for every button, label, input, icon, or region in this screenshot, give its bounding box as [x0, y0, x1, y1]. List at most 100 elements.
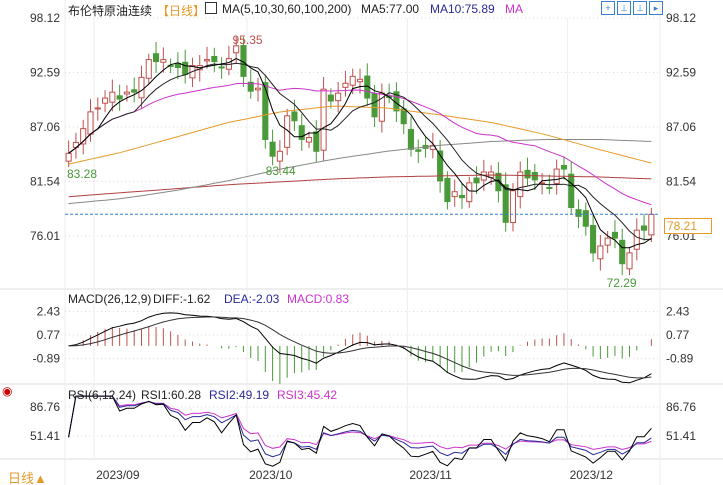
candle-body	[633, 229, 640, 250]
candle-body	[247, 81, 254, 92]
candle-body	[327, 94, 334, 102]
x-tick: 2023/12	[570, 468, 614, 482]
candle-body	[298, 125, 305, 140]
candle-body	[211, 55, 218, 63]
candle-body	[349, 75, 356, 86]
candle-body	[269, 141, 276, 157]
candle-body	[502, 184, 509, 223]
candle-body	[335, 92, 342, 102]
zoom-in-icon[interactable]: ⊥	[617, 1, 631, 15]
y-tick-left: 92.59	[30, 66, 60, 80]
candle-body	[65, 152, 72, 162]
ma-more: MA	[505, 2, 523, 16]
y-tick-right: 81.54	[666, 174, 696, 188]
candle-body	[102, 97, 109, 104]
rsi-tick-right: 86.76	[666, 400, 696, 414]
candle-body	[87, 111, 94, 135]
candle-body	[80, 128, 87, 145]
candle-body	[262, 82, 269, 140]
candle-body	[371, 93, 378, 118]
candle-body	[94, 107, 101, 110]
macd-tick-left: 0.77	[37, 328, 61, 342]
rsi3-value: RSI3:45.42	[277, 388, 338, 402]
x-tick: 2023/11	[409, 468, 452, 482]
ma5-line	[68, 58, 652, 249]
y-tick-left: 98.12	[30, 11, 60, 25]
rsi-tick-left: 51.41	[30, 429, 60, 443]
candle-body	[284, 115, 291, 148]
ma-settings-icon[interactable]	[205, 2, 217, 14]
rsi-tick-left: 86.76	[30, 400, 60, 414]
scroll-right-icon[interactable]: ▸	[649, 1, 663, 15]
candle-body	[466, 182, 473, 203]
rsi1-line	[68, 395, 652, 467]
rsi3-line	[68, 395, 652, 451]
candle-body	[145, 59, 152, 79]
candle-body	[648, 213, 655, 236]
candle-body	[517, 171, 524, 198]
candle-body	[138, 76, 145, 99]
ma200-line	[68, 174, 652, 198]
candle-body	[109, 91, 116, 103]
candle-body	[203, 59, 211, 62]
last-price-tag: 78.21	[664, 218, 713, 234]
candle-body	[116, 95, 123, 100]
macd-tick-left: -0.89	[33, 352, 61, 366]
candle-body	[182, 61, 189, 75]
candle-body	[444, 177, 451, 203]
y-tick-right: 87.06	[666, 120, 696, 134]
candle-body	[604, 237, 611, 246]
rsi1-value: RSI1:60.28	[141, 388, 202, 402]
indicator-settings-icon[interactable]: ◉	[2, 384, 13, 398]
candle-body	[131, 89, 138, 93]
candle-body	[641, 225, 648, 231]
ma30-line	[68, 82, 652, 206]
macd-tick-right: -0.89	[666, 352, 694, 366]
candle-body	[218, 66, 225, 69]
ma5-value: MA5:77.00	[361, 2, 420, 16]
candle-body	[473, 177, 480, 184]
candle-body	[611, 231, 618, 239]
y-tick-right: 98.12	[666, 11, 696, 25]
candle-body	[437, 150, 444, 182]
low-annotation: 72.29	[607, 276, 637, 290]
rsi-tick-right: 51.41	[666, 429, 696, 443]
period-selector-button[interactable]: 日线▲	[8, 471, 47, 485]
candle-body	[364, 75, 371, 99]
candle-body	[451, 191, 458, 198]
candle-body	[291, 111, 298, 122]
ma10-line	[68, 62, 652, 241]
candle-body	[407, 128, 415, 150]
low-annotation: 83.28	[67, 167, 97, 181]
ma10-value: MA10:75.89	[430, 2, 495, 16]
candle-body	[276, 150, 283, 162]
crosshair-icon[interactable]: +	[601, 1, 615, 15]
candle-body	[560, 165, 568, 170]
candle-body	[233, 45, 240, 54]
rsi2-value: RSI2:49.19	[209, 388, 270, 402]
y-tick-right: 92.59	[666, 66, 696, 80]
y-tick-left: 76.01	[30, 229, 60, 243]
candle-body	[458, 195, 466, 199]
candle-body	[590, 225, 597, 254]
high-annotation: 95.35	[233, 33, 263, 47]
y-tick-left: 87.06	[30, 120, 60, 134]
macd-tick-right: 2.43	[666, 305, 690, 319]
candle-body	[597, 245, 604, 260]
rsi-name: RSI(6,12,24)	[68, 388, 137, 402]
zoom-out-icon[interactable]: ⊥	[633, 1, 647, 15]
macd-diff: DIFF:-1.62	[153, 292, 211, 306]
ma-label: MA(5,10,30,60,100,200)	[222, 2, 352, 16]
x-tick: 2023/09	[96, 468, 140, 482]
candle-body	[575, 209, 582, 217]
candle-body	[582, 210, 589, 227]
instrument-title: 布伦特原油连续	[68, 4, 153, 18]
macd-tick-right: 0.77	[666, 328, 690, 342]
period-label[interactable]: 【日线】	[157, 4, 206, 18]
rsi2-line	[68, 395, 652, 458]
candle-body	[153, 53, 160, 63]
candle-body	[356, 78, 364, 83]
diff-line	[68, 312, 652, 384]
candle-body	[160, 59, 167, 63]
